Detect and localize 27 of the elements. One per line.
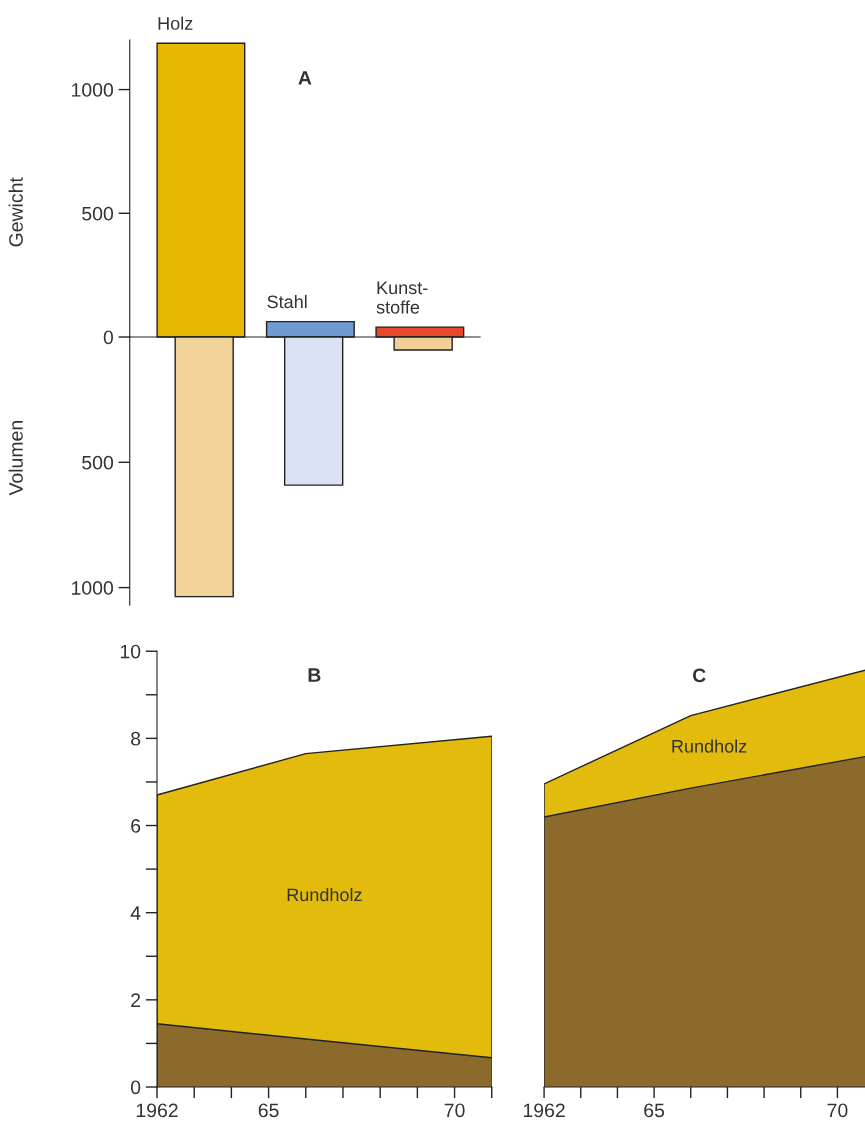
text: A xyxy=(298,71,312,85)
x-tick-label: 70 xyxy=(827,1103,848,1118)
series-label: Rundholz xyxy=(287,887,362,902)
y-tick-label: 1000 xyxy=(72,83,114,97)
y-tick-label: 500 xyxy=(82,206,114,221)
y-tick-label: 10 xyxy=(120,644,141,659)
x-tick-label: 65 xyxy=(644,1103,665,1118)
series-label: Rundholz xyxy=(672,739,747,753)
y-tick-label: 8 xyxy=(131,731,141,746)
x-tick-label: 1962 xyxy=(136,1103,178,1118)
y-tick-label: 500 xyxy=(82,455,114,470)
x-tick-label: Holz xyxy=(158,16,193,30)
text: B xyxy=(308,668,321,682)
y-tick-label: 0 xyxy=(130,1080,141,1095)
y-tick-label: 1000 xyxy=(72,581,114,595)
x-tick-label: Stahl xyxy=(267,294,307,309)
chart-title: C xyxy=(692,668,706,683)
y-axis-title: Gewicht xyxy=(8,177,23,247)
y-axis-title: Volumen xyxy=(8,421,23,496)
x-tick-label: 65 xyxy=(258,1103,279,1118)
y-tick-label: 6 xyxy=(131,818,141,833)
y-tick-label: 0 xyxy=(103,330,114,345)
y-tick-label: 4 xyxy=(130,906,141,920)
x-tick-label: 1962 xyxy=(523,1103,565,1118)
x-tick-label: Kunst- stoffe xyxy=(376,281,428,314)
y-tick-label: 2 xyxy=(131,993,141,1007)
x-tick-label: 70 xyxy=(444,1103,465,1118)
